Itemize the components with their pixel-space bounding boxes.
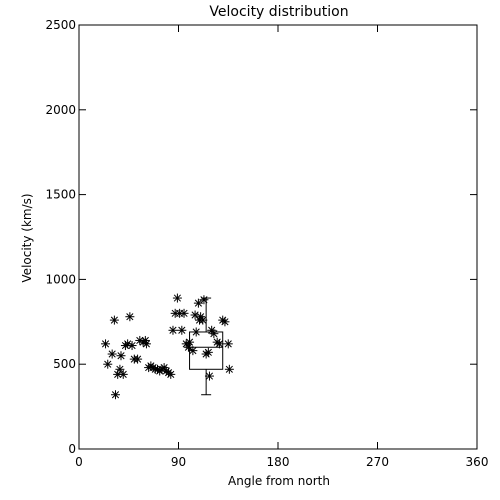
x-axis-tick-labels: 0 90 180 270 360	[75, 455, 488, 469]
data-point	[203, 347, 213, 357]
data-point	[220, 317, 230, 327]
x-tick-label: 90	[171, 455, 186, 469]
y-tick-label: 2500	[45, 18, 76, 32]
scatter-points	[101, 293, 234, 400]
data-point	[118, 369, 128, 379]
y-axis-tick-labels: 0 500 1000 1500 2000 2500	[45, 18, 76, 456]
x-tick-label: 0	[75, 455, 83, 469]
data-point	[214, 339, 224, 349]
y-tick-label: 1500	[45, 188, 76, 202]
data-point	[141, 339, 151, 349]
data-point	[179, 308, 189, 318]
data-point	[224, 364, 234, 374]
data-point	[168, 325, 178, 335]
data-point	[199, 295, 209, 305]
y-tick-label: 1000	[45, 272, 76, 286]
x-axis-label: Angle from north	[228, 474, 330, 488]
data-point	[133, 354, 143, 364]
data-point	[188, 346, 198, 356]
data-point	[185, 337, 195, 347]
data-point	[116, 351, 126, 361]
data-point	[101, 339, 111, 349]
data-point	[103, 359, 113, 369]
x-tick-label: 360	[466, 455, 489, 469]
chart-title: Velocity distribution	[209, 4, 348, 20]
x-tick-label: 180	[267, 455, 290, 469]
x-tick-label: 270	[366, 455, 389, 469]
data-point	[110, 390, 120, 400]
data-point	[191, 327, 201, 337]
y-tick-label: 0	[68, 442, 76, 456]
data-point	[223, 339, 233, 349]
plot-frame	[78, 24, 478, 450]
data-point	[115, 364, 125, 374]
x-axis-ticks	[78, 25, 478, 449]
data-point	[209, 329, 219, 339]
data-point	[109, 315, 119, 325]
data-point	[107, 349, 117, 359]
boxplot	[189, 297, 224, 396]
y-axis-ticks	[79, 24, 477, 450]
data-point	[198, 315, 208, 325]
y-tick-label: 500	[53, 357, 76, 371]
y-axis-label: Velocity (km/s)	[20, 193, 34, 282]
y-tick-label: 2000	[45, 103, 76, 117]
data-point	[204, 371, 214, 381]
data-point	[193, 298, 203, 308]
data-point	[177, 325, 187, 335]
data-point	[172, 293, 182, 303]
data-point	[166, 369, 176, 379]
data-point	[127, 341, 137, 351]
data-point	[125, 312, 135, 322]
